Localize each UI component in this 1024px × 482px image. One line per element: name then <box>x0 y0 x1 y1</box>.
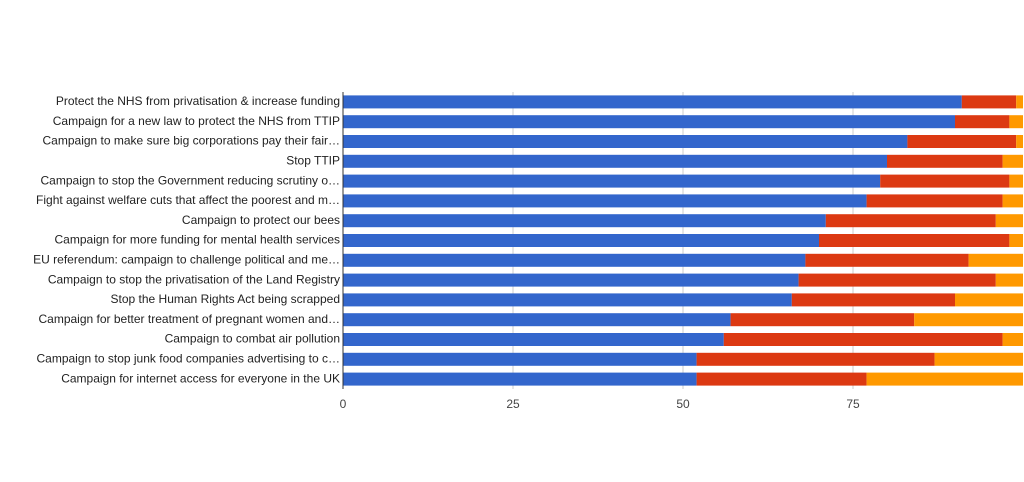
bar-segment <box>1009 174 1023 188</box>
bar-segment <box>343 115 955 129</box>
bar-segment <box>819 234 1010 247</box>
bar-segment <box>995 273 1023 287</box>
x-tick-label: 0 <box>340 397 347 411</box>
bar-segment <box>1016 135 1023 148</box>
y-tick-label: Campaign to combat air pollution <box>165 332 340 346</box>
bar-segment <box>343 194 867 208</box>
y-tick-label: Campaign to stop junk food companies adv… <box>37 351 341 365</box>
y-tick-label: Campaign for more funding for mental hea… <box>55 233 340 247</box>
y-tick-label: Campaign to protect our bees <box>182 213 340 227</box>
y-tick-label: Campaign for internet access for everyon… <box>61 371 340 385</box>
y-tick-label: Stop TTIP <box>286 153 340 167</box>
bar-segment <box>968 253 1023 267</box>
bar-segment <box>798 273 996 287</box>
bar-segment <box>343 214 826 228</box>
y-tick-label: Fight against welfare cuts that affect t… <box>36 193 340 207</box>
bar-segment <box>343 313 731 327</box>
bar-segment <box>955 293 1023 307</box>
bar-segment <box>934 352 1023 366</box>
bar-segment <box>343 273 799 287</box>
bar-segment <box>343 135 908 148</box>
bar-segment <box>866 194 1003 208</box>
y-tick-label: Campaign for a new law to protect the NH… <box>53 114 340 128</box>
y-tick-label: Campaign to stop the Government reducing… <box>41 173 340 187</box>
y-tick-label: EU referendum: campaign to challenge pol… <box>33 252 340 266</box>
y-tick-label: Stop the Human Rights Act being scrapped <box>111 292 340 306</box>
bar-segment <box>1016 95 1023 109</box>
bar-segment <box>343 253 806 267</box>
x-tick-label: 75 <box>846 397 860 411</box>
bar-segment <box>343 174 881 188</box>
y-tick-label: Campaign to make sure big corporations p… <box>43 134 340 148</box>
bar-segment <box>730 313 915 327</box>
bar-segment <box>907 135 1017 148</box>
bar-segment <box>343 372 697 386</box>
bar-segment <box>1002 194 1023 208</box>
bar-segment <box>887 154 1003 168</box>
bar-segment <box>1002 333 1023 346</box>
bar-segment <box>961 95 1017 109</box>
bar-segment <box>343 293 792 307</box>
x-tick-label: 25 <box>506 397 520 411</box>
bar-segment <box>696 352 935 366</box>
bar-segment <box>880 174 1010 188</box>
bar-segment <box>914 313 1023 327</box>
bar-segment <box>343 352 697 366</box>
bar-segment <box>791 293 955 307</box>
bar-segment <box>723 333 1003 346</box>
bar-segment <box>805 253 969 267</box>
x-tick-label: 50 <box>676 397 690 411</box>
y-tick-label: Campaign to stop the privatisation of th… <box>48 272 340 286</box>
bar-segment <box>825 214 996 228</box>
bar-segment <box>955 115 1010 129</box>
bar-segment <box>343 234 819 247</box>
bar-segment <box>1009 234 1023 247</box>
bar-segment <box>1009 115 1023 129</box>
bar-segment <box>1002 154 1023 168</box>
bar-segment <box>343 333 724 346</box>
bar-segment <box>343 95 962 109</box>
bar-segment <box>866 372 1023 386</box>
bar-segment <box>343 154 887 168</box>
bar-segment <box>995 214 1023 228</box>
y-tick-label: Protect the NHS from privatisation & inc… <box>56 94 340 108</box>
bar-segment <box>696 372 867 386</box>
y-tick-label: Campaign for better treatment of pregnan… <box>39 312 341 326</box>
